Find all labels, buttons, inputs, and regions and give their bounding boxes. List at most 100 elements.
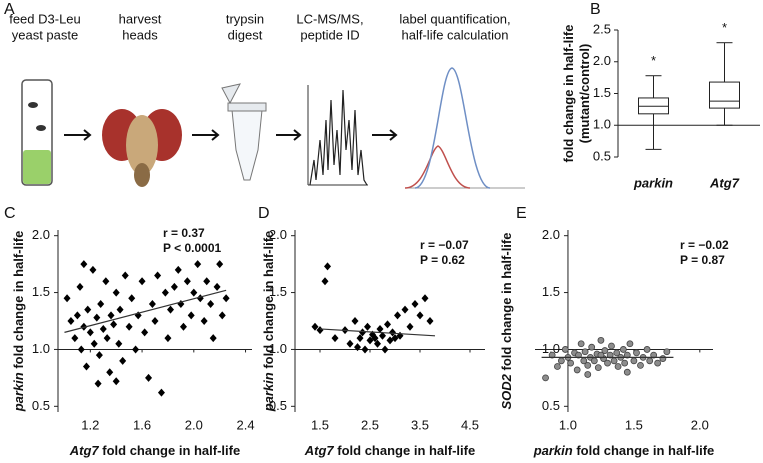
point [590, 357, 598, 365]
point [132, 345, 140, 354]
step-label: LC-MS/MS, [296, 11, 363, 26]
point [394, 311, 401, 320]
point [584, 361, 592, 369]
point [643, 346, 651, 353]
point [384, 320, 391, 329]
point [187, 311, 195, 320]
panel-label: E [516, 205, 527, 222]
box [709, 81, 740, 109]
step-label: harvest [119, 11, 162, 26]
eppendorf-tube [221, 83, 267, 181]
point [613, 349, 621, 357]
point [80, 260, 88, 269]
point [218, 311, 226, 320]
point [389, 328, 396, 337]
y-axis-label-part: fold change in half-life [261, 231, 276, 373]
panel-label: D [258, 205, 270, 222]
x-axis-label-part: fold change in half-life [573, 443, 715, 458]
point [86, 328, 94, 337]
stat-annotation: r = 0.37 [163, 226, 205, 240]
point [619, 346, 627, 353]
x-tick-label: parkin [633, 175, 673, 190]
point [77, 345, 85, 354]
point [364, 322, 371, 331]
point [207, 299, 215, 308]
x-tick-label: Atg7 [709, 175, 740, 190]
point [141, 328, 149, 337]
point [331, 334, 339, 343]
y-axis-label-part: parkin [261, 372, 276, 412]
point [102, 277, 110, 286]
x-tick-label: 1.5 [311, 417, 329, 432]
point [93, 313, 101, 322]
y-tick-label: 1.5 [32, 284, 50, 299]
point [663, 348, 671, 356]
point [359, 328, 366, 337]
point [374, 339, 381, 348]
point [381, 345, 389, 354]
panel-label: B [590, 1, 601, 18]
point [76, 282, 84, 291]
point [361, 345, 369, 354]
point [112, 288, 120, 297]
point [311, 322, 319, 331]
point [94, 379, 102, 388]
y-tick-label: 1.0 [269, 341, 287, 356]
x-tick-label: 3.5 [411, 417, 429, 432]
x-tick-label: 2.5 [361, 417, 379, 432]
stat-annotation: P = 0.87 [680, 253, 725, 267]
y-tick-label: 2.0 [269, 227, 287, 242]
point [610, 357, 618, 365]
point [84, 305, 92, 314]
point [115, 339, 123, 348]
point [351, 317, 359, 325]
point [154, 271, 162, 280]
significance-mark: * [651, 53, 656, 68]
x-axis-label: parkin fold change in half-life [533, 443, 715, 458]
point [200, 317, 208, 325]
x-tick-label: 2.0 [691, 417, 709, 432]
x-tick-label: 1.6 [133, 417, 151, 432]
point [614, 363, 622, 370]
point [411, 299, 419, 308]
isotope-curves [404, 67, 525, 189]
point [588, 343, 596, 351]
point [97, 299, 105, 308]
step-label: trypsin [226, 11, 264, 26]
step-label: heads [122, 27, 158, 42]
point [646, 357, 654, 365]
point [203, 277, 211, 286]
point [213, 282, 221, 291]
point [421, 294, 429, 303]
y-axis-label-line: fold change in half-life [561, 25, 576, 163]
point [548, 351, 556, 359]
y-tick-label: 2.0 [32, 227, 50, 242]
step-label: label quantification, [399, 11, 510, 26]
x-axis-label: Atg7 fold change in half-life [69, 443, 240, 458]
point [577, 340, 585, 348]
step-label: half-life calculation [402, 27, 509, 42]
stat-annotation: r = −0.07 [420, 238, 469, 252]
point [623, 368, 631, 376]
y-axis-label-part: SOD2 [499, 373, 514, 409]
point [179, 322, 187, 331]
point [107, 311, 115, 320]
point [148, 299, 156, 308]
point [116, 305, 124, 314]
x-axis-label-part: fold change in half-life [99, 443, 241, 458]
point [138, 277, 146, 286]
point [597, 351, 605, 359]
point [106, 368, 114, 377]
point [119, 356, 127, 365]
point [128, 294, 136, 303]
y-tick-label: 1.0 [542, 341, 560, 356]
point [401, 305, 409, 314]
point [356, 334, 364, 343]
point [157, 388, 165, 397]
point [601, 347, 609, 354]
point [406, 322, 414, 331]
point [594, 364, 602, 372]
point [376, 324, 384, 333]
y-tick-label: 1.5 [593, 85, 611, 100]
